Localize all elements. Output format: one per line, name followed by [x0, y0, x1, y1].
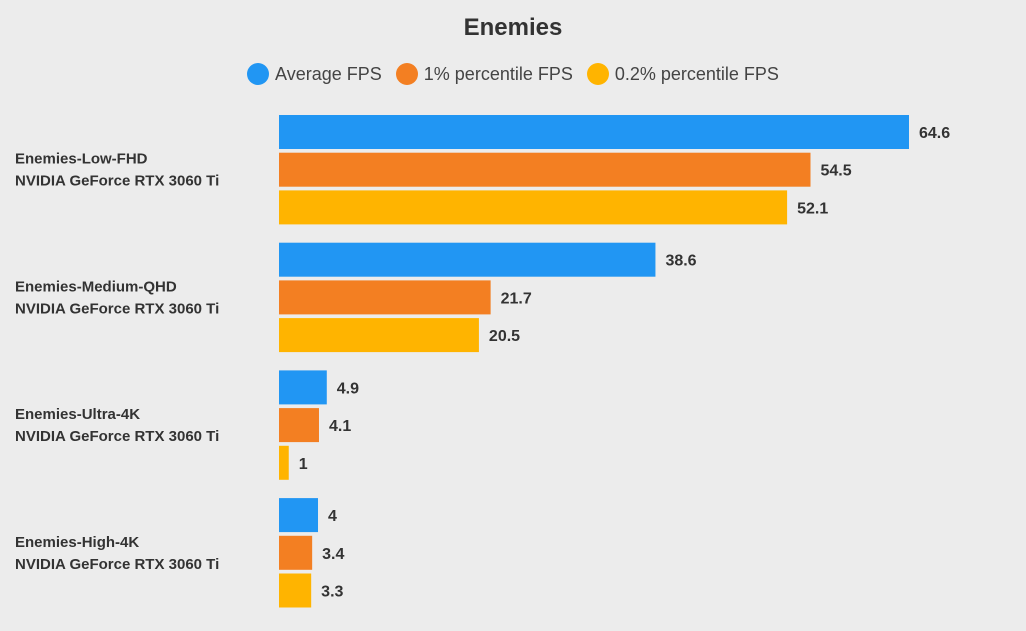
data-label: 54.5	[821, 163, 852, 180]
category-label: Enemies-Medium-QHD	[15, 278, 177, 295]
chart-title: Enemies	[463, 14, 563, 41]
data-label: 1	[299, 456, 308, 473]
data-label: 20.5	[489, 328, 520, 345]
category-label: Enemies-High-4K	[15, 534, 139, 551]
bar	[279, 190, 788, 225]
category-label: NVIDIA GeForce RTX 3060 Ti	[15, 300, 219, 317]
bar	[279, 498, 319, 533]
bar	[279, 445, 289, 480]
bar	[279, 280, 491, 315]
data-label: 38.6	[665, 253, 696, 270]
data-label: 3.3	[321, 584, 343, 601]
legend-item-1pct[interactable]: 1% percentile FPS	[395, 63, 573, 85]
legend-swatch	[586, 63, 609, 85]
bar	[279, 573, 312, 608]
data-label: 4.9	[337, 380, 359, 397]
bar	[279, 152, 811, 187]
data-label: 4.1	[329, 418, 351, 435]
bar	[279, 408, 319, 443]
legend-label: 1% percentile FPS	[423, 63, 573, 84]
category-label: Enemies-Ultra-4K	[15, 406, 140, 423]
category-label: NVIDIA GeForce RTX 3060 Ti	[15, 428, 219, 445]
data-label: 3.4	[322, 546, 344, 563]
legend-label: Average FPS	[275, 63, 382, 84]
bar	[279, 370, 327, 405]
legend-item-02pct[interactable]: 0.2% percentile FPS	[586, 63, 779, 85]
legend-item-average[interactable]: Average FPS	[247, 63, 382, 85]
bar	[279, 535, 313, 570]
category-label: NVIDIA GeForce RTX 3060 Ti	[15, 556, 219, 573]
legend-label: 0.2% percentile FPS	[614, 63, 779, 84]
category-label: NVIDIA GeForce RTX 3060 Ti	[15, 173, 219, 190]
bar	[279, 318, 479, 353]
bar	[279, 242, 656, 277]
data-label: 21.7	[501, 290, 532, 307]
bar	[279, 115, 909, 149]
legend-swatch	[247, 63, 270, 85]
category-label: Enemies-Low-FHD	[15, 151, 148, 168]
data-label: 4	[328, 508, 337, 525]
legend-swatch	[395, 63, 418, 85]
legend: Average FPS 1% percentile FPS 0.2% perce…	[0, 63, 1026, 85]
data-label: 64.6	[919, 125, 950, 142]
data-label: 52.1	[797, 200, 828, 217]
